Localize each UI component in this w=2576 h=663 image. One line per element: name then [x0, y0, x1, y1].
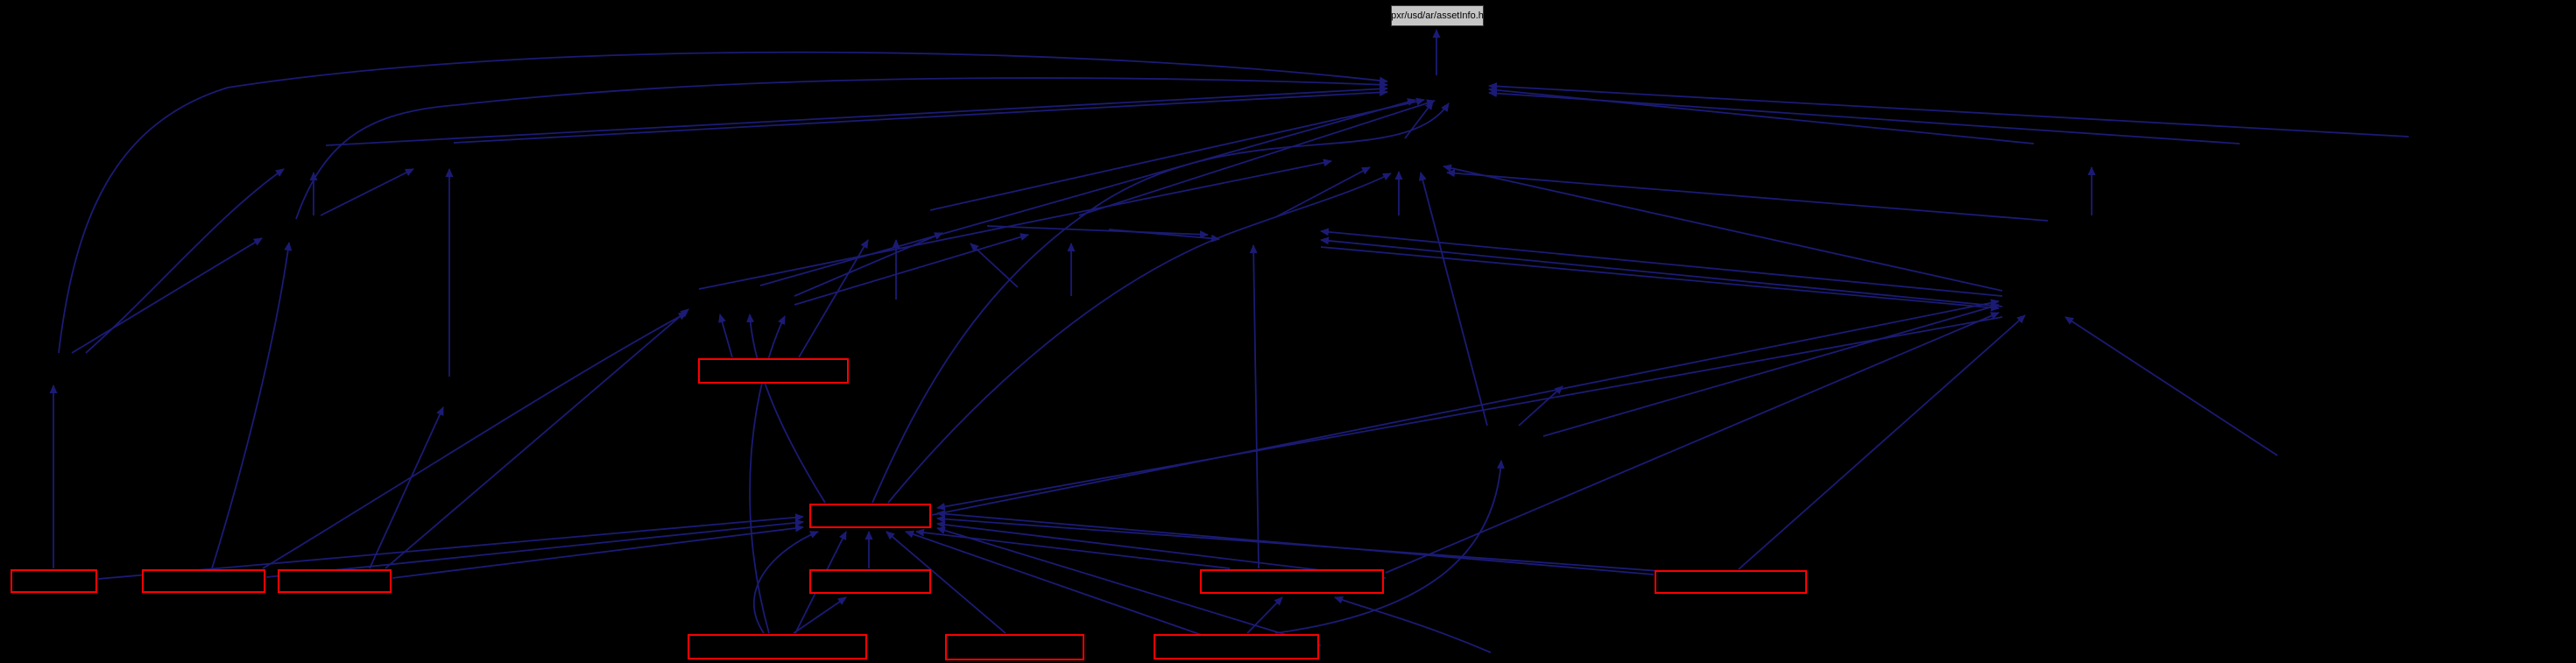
dependency-edge [58, 51, 1388, 354]
dependency-edge [1385, 312, 2000, 574]
dependency-edge [325, 84, 1388, 146]
highlighted-nodes [11, 358, 1807, 660]
graph-node-node-bottom-4[interactable] [809, 569, 931, 594]
dependency-edge [929, 97, 1425, 211]
dependency-edge [936, 520, 1387, 579]
dependency-edge [798, 239, 869, 358]
graph-node-node-lowest-3[interactable] [1154, 634, 1319, 659]
dependency-edge [97, 513, 804, 580]
dependency-edge [746, 314, 826, 504]
dependency-edge [1320, 236, 2003, 307]
dependency-edge [1488, 89, 2241, 145]
dependency-edge [265, 518, 804, 578]
dependency-edge [1320, 228, 2003, 297]
dependency-edge [1488, 86, 2035, 145]
dependency-edge [936, 316, 2003, 511]
dependency-edge [369, 406, 444, 569]
dependency-edge [1246, 596, 1283, 634]
dependency-edge [1443, 164, 2003, 292]
dependency-edge [718, 314, 733, 358]
dependency-edge [392, 524, 804, 579]
dependency-edge [1404, 101, 1434, 139]
dependency-edge [1249, 244, 1260, 569]
dependency-edge [1488, 82, 2410, 138]
dependency-edge [915, 528, 1231, 569]
graph-node-node-lowest-2[interactable] [945, 634, 1084, 660]
dependency-edge [1542, 303, 2000, 437]
dependency-edge [887, 173, 1392, 504]
graph-node-node-center[interactable] [809, 504, 931, 528]
dependency-edge [1418, 172, 1488, 427]
dependency-edge [1334, 596, 1492, 653]
dependency-edge [453, 88, 1388, 144]
dependency-edge [936, 526, 1322, 646]
dependency-edge [385, 308, 689, 569]
graph-node-node-lowest-1[interactable] [688, 634, 867, 659]
dependency-edge [986, 225, 1209, 239]
dependency-edge [1738, 314, 2026, 570]
graph-node-node-bottom-1[interactable] [11, 569, 97, 593]
graph-node-node-bottom-5[interactable] [1200, 569, 1384, 594]
dependency-edge [211, 242, 293, 569]
dependency-edge [886, 531, 1006, 634]
dependency-edge [794, 232, 943, 297]
dependency-edge [698, 159, 1332, 290]
dependency-edge [793, 596, 847, 634]
dependency-edge [931, 299, 2000, 516]
dependency-edge [2064, 316, 2278, 456]
dependency-edge [295, 77, 1388, 220]
dependency-edge [85, 168, 285, 354]
dependency-edge [1078, 99, 1436, 216]
dependency-edge [1518, 385, 1563, 427]
dependency-edge [262, 312, 688, 569]
dependency-edge [1274, 460, 1505, 634]
root-node-box[interactable]: pxr/usd/ar/assetInfo.h [1391, 5, 1484, 26]
graph-node-node-bottom-2[interactable] [142, 569, 265, 593]
graph-node-node-bottom-3[interactable] [278, 569, 392, 593]
dependency-edge [905, 530, 1203, 636]
dependency-edge [1320, 246, 2000, 312]
dependency-edge [71, 237, 263, 354]
dependency-edge [759, 98, 1416, 286]
dependency-edge [1276, 166, 1371, 217]
dependency-edge [320, 168, 414, 216]
dependency-edge [1108, 229, 1220, 243]
dependency-arrows [49, 29, 2410, 653]
graph-node-node-mid-left[interactable] [698, 358, 849, 384]
graph-node-node-bottom-6[interactable] [1655, 570, 1807, 594]
dependency-edge [872, 102, 1450, 504]
dependency-edge [752, 531, 819, 634]
dependency-edge [970, 243, 1019, 288]
dependency-edge [794, 233, 1029, 306]
dependency-edge [1446, 169, 2049, 222]
